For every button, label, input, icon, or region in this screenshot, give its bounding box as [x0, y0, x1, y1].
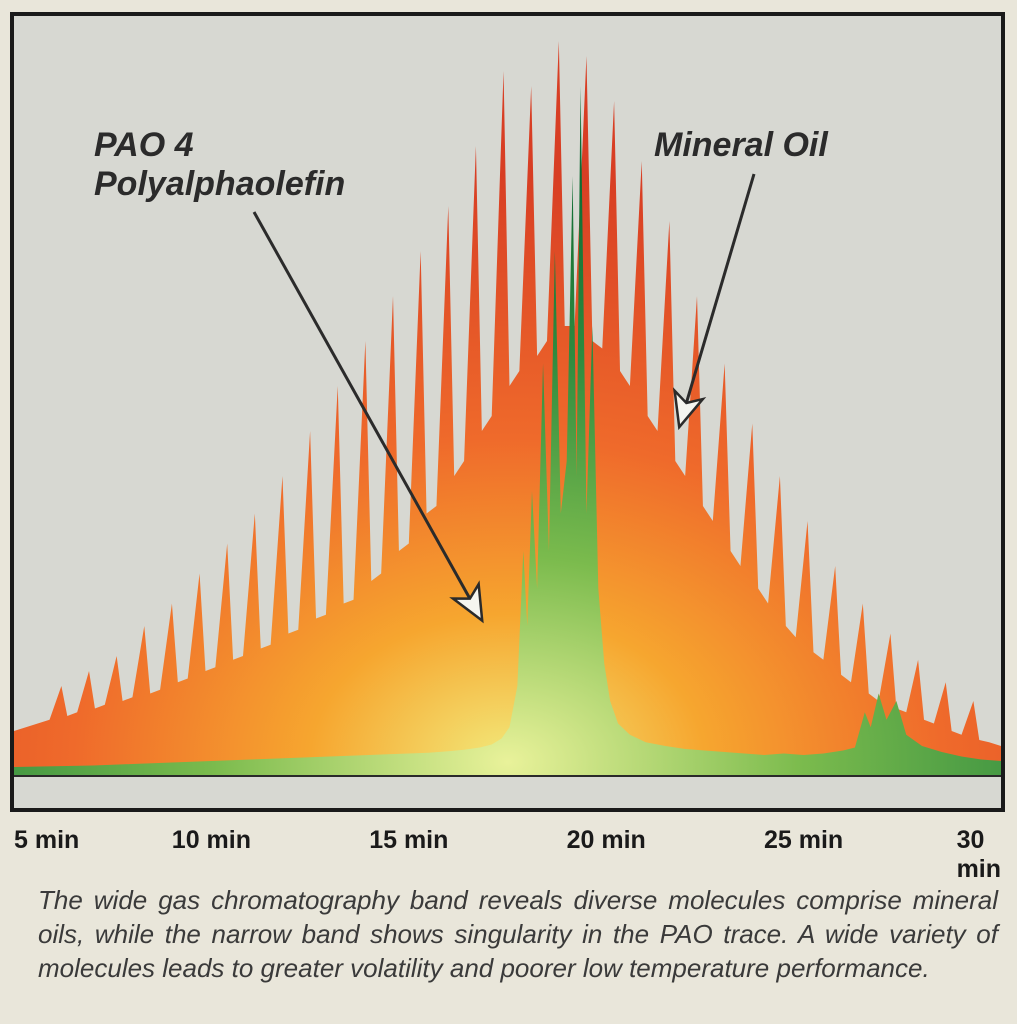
x-tick: 15 min	[369, 826, 448, 855]
mineral-arrow	[684, 174, 754, 411]
x-tick: 5 min	[14, 826, 79, 855]
x-tick: 30 min	[957, 826, 1001, 884]
page: PAO 4 Polyalphaolefin Mineral Oil 5 min 1…	[0, 0, 1017, 1024]
caption-text: The wide gas chromatography band reveals…	[38, 884, 998, 985]
x-tick: 20 min	[567, 826, 646, 855]
pao-label: PAO 4 Polyalphaolefin	[94, 126, 345, 204]
x-tick: 25 min	[764, 826, 843, 855]
chromatography-chart: PAO 4 Polyalphaolefin Mineral Oil	[10, 12, 1005, 812]
x-axis-ticks: 5 min10 min15 min20 min25 min30 min	[10, 826, 1005, 866]
x-tick: 10 min	[172, 826, 251, 855]
mineral-oil-label: Mineral Oil	[654, 126, 828, 165]
